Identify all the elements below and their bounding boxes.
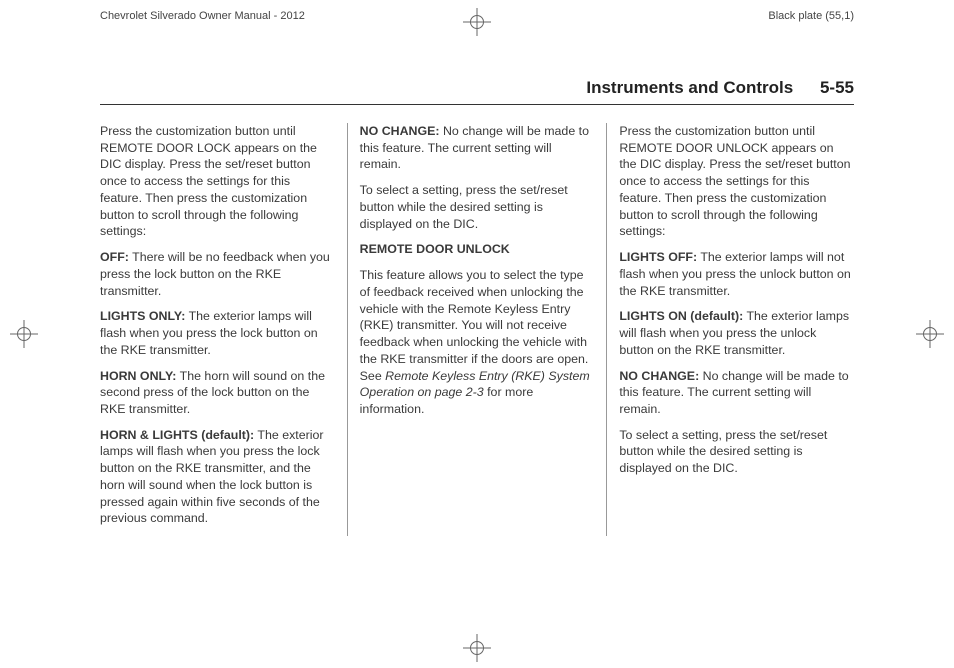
registration-mark-right: [916, 320, 944, 348]
col3-lights-on: LIGHTS ON (default): The exterior lamps …: [619, 308, 854, 358]
col1-intro: Press the customization button until REM…: [100, 123, 335, 240]
col3-no-change: NO CHANGE: No change will be made to thi…: [619, 368, 854, 418]
off-text: There will be no feedback when you press…: [100, 250, 330, 297]
column-3: Press the customization button until REM…: [606, 123, 854, 536]
off-label: OFF:: [100, 250, 129, 264]
col2-body-ital: Remote Keyless Entry (RKE) System Operat…: [360, 369, 590, 400]
col1-off: OFF: There will be no feedback when you …: [100, 249, 335, 299]
lights-off-label: LIGHTS OFF:: [619, 250, 697, 264]
horn-lights-label: HORN & LIGHTS (default):: [100, 428, 254, 442]
col2-body: This feature allows you to select the ty…: [360, 267, 595, 418]
print-header: Chevrolet Silverado Owner Manual - 2012 …: [0, 10, 954, 22]
running-head: Instruments and Controls 5-55: [100, 78, 854, 105]
lights-on-label: LIGHTS ON (default):: [619, 309, 743, 323]
no-change-label-3: NO CHANGE:: [619, 369, 699, 383]
col2-select: To select a setting, press the set/reset…: [360, 182, 595, 232]
col2-body-a: This feature allows you to select the ty…: [360, 268, 589, 382]
registration-mark-bottom: [463, 634, 491, 662]
page-body: Instruments and Controls 5-55 Press the …: [100, 78, 854, 618]
header-left-text: Chevrolet Silverado Owner Manual - 2012: [100, 10, 305, 22]
col1-horn-lights: HORN & LIGHTS (default): The exterior la…: [100, 427, 335, 527]
col3-lights-off: LIGHTS OFF: The exterior lamps will not …: [619, 249, 854, 299]
lights-only-label: LIGHTS ONLY:: [100, 309, 185, 323]
horn-only-label: HORN ONLY:: [100, 369, 176, 383]
column-2: NO CHANGE: No change will be made to thi…: [347, 123, 607, 536]
col1-lights-only: LIGHTS ONLY: The exterior lamps will fla…: [100, 308, 335, 358]
page-number: 5-55: [820, 78, 854, 97]
col3-intro: Press the customization button until REM…: [619, 123, 854, 240]
col3-select: To select a setting, press the set/reset…: [619, 427, 854, 477]
col1-horn-only: HORN ONLY: The horn will sound on the se…: [100, 368, 335, 418]
column-1: Press the customization button until REM…: [100, 123, 347, 536]
section-title: Instruments and Controls: [586, 78, 793, 97]
registration-mark-left: [10, 320, 38, 348]
no-change-label: NO CHANGE:: [360, 124, 440, 138]
column-container: Press the customization button until REM…: [100, 123, 854, 536]
col2-no-change: NO CHANGE: No change will be made to thi…: [360, 123, 595, 173]
registration-mark-top: [463, 8, 491, 36]
horn-lights-text: The exterior lamps will flash when you p…: [100, 428, 324, 526]
header-right-text: Black plate (55,1): [768, 10, 854, 22]
col2-subhead: REMOTE DOOR UNLOCK: [360, 241, 595, 258]
